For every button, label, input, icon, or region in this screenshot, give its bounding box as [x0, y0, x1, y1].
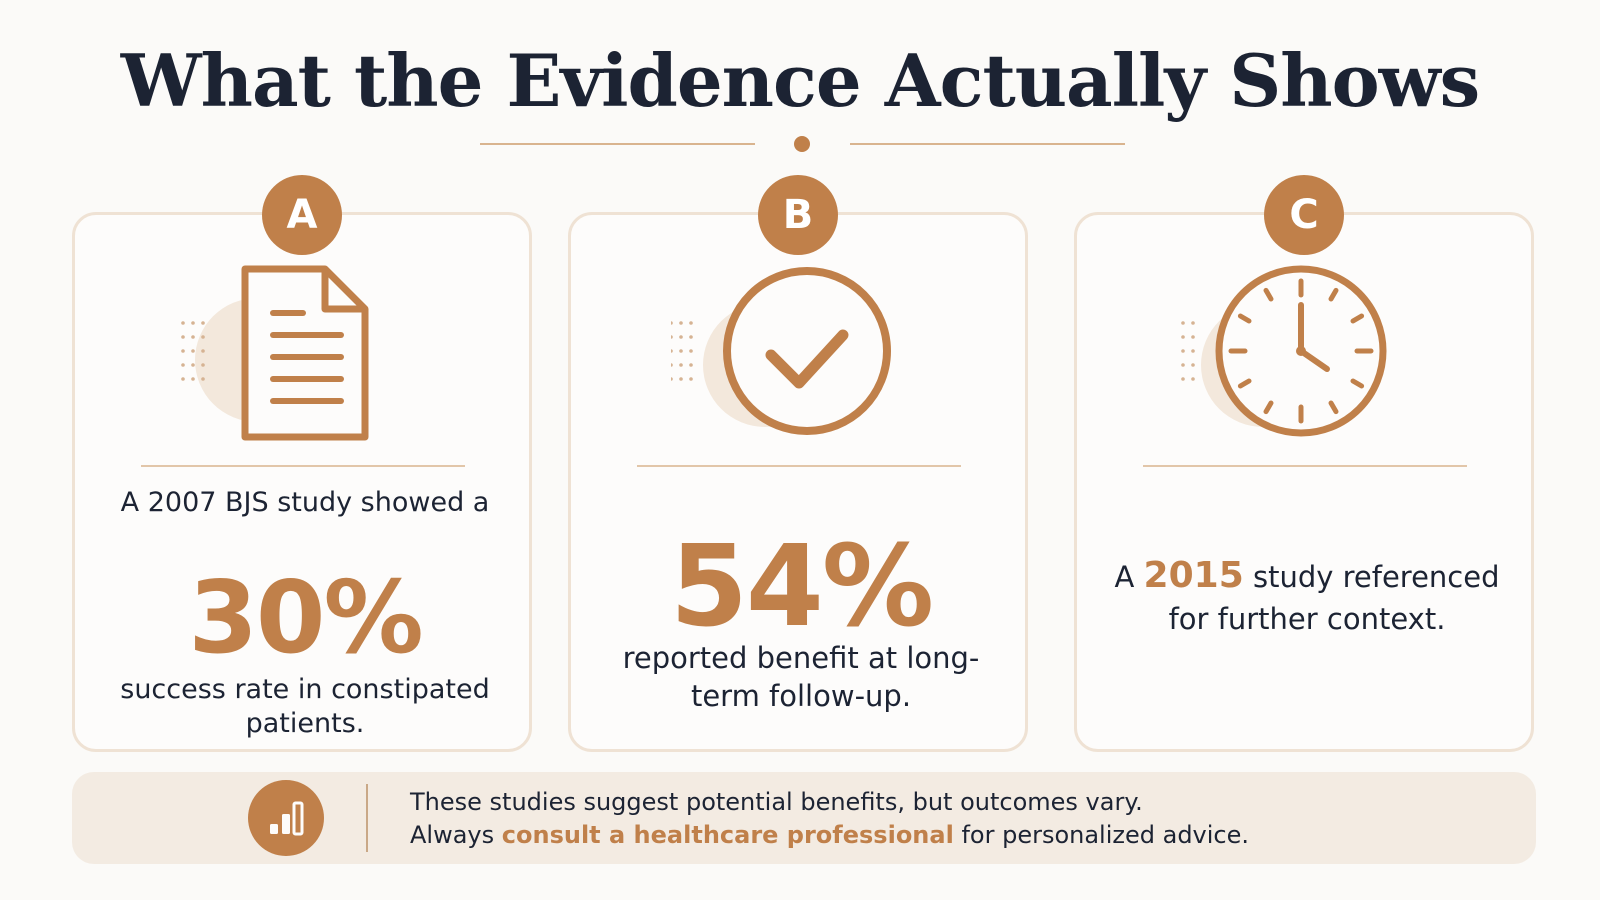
card-badge-c: C — [1264, 175, 1344, 255]
card-a-stat: 30% — [188, 559, 423, 676]
disclaimer-text: These studies suggest potential benefits… — [410, 786, 1510, 852]
evidence-card-b: B 54% reported benefit at long-term foll… — [568, 175, 1028, 752]
disclaimer-line-2-after: for personalized advice. — [961, 821, 1250, 849]
title-divider-dot — [794, 136, 810, 152]
bar-chart-icon — [248, 780, 324, 856]
card-divider — [1143, 465, 1467, 467]
disclaimer-line-1: These studies suggest potential benefits… — [410, 788, 1143, 816]
card-c-year: 2015 — [1143, 555, 1244, 596]
card-badge-b: B — [758, 175, 838, 255]
card-divider — [141, 465, 465, 467]
card-c-text-after: study referenced for further context. — [1168, 560, 1500, 636]
card-a-intro: A 2007 BJS study showed a — [120, 487, 490, 518]
card-c-text-before: A — [1114, 560, 1135, 594]
card-a-description: success rate in constipated patients. — [120, 674, 490, 739]
document-icon — [175, 265, 435, 455]
card-b-description: reported benefit at long-term follow-up. — [622, 641, 980, 713]
page-title: What the Evidence Actually Shows — [120, 38, 1480, 123]
title-divider-right — [850, 143, 1125, 145]
evidence-card-c: C — [1074, 175, 1534, 752]
card-divider — [637, 465, 961, 467]
card-c-description: A 2015 study referenced for further cont… — [1097, 555, 1517, 640]
title-divider-left — [480, 143, 755, 145]
disclaimer-line-2-before: Always — [410, 821, 495, 849]
checkmark-circle-icon — [671, 265, 931, 455]
disclaimer-banner: These studies suggest potential benefits… — [72, 772, 1536, 864]
disclaimer-highlight: consult a healthcare professional — [501, 821, 954, 849]
card-b-stat: 54% — [669, 522, 934, 652]
card-badge-a: A — [262, 175, 342, 255]
clock-icon — [1177, 265, 1437, 455]
evidence-card-a: A A 2007 BJS study showed a 30% succ — [72, 175, 532, 752]
disclaimer-line-2: Always consult a healthcare professional… — [410, 819, 1510, 852]
footer-separator — [366, 784, 368, 852]
